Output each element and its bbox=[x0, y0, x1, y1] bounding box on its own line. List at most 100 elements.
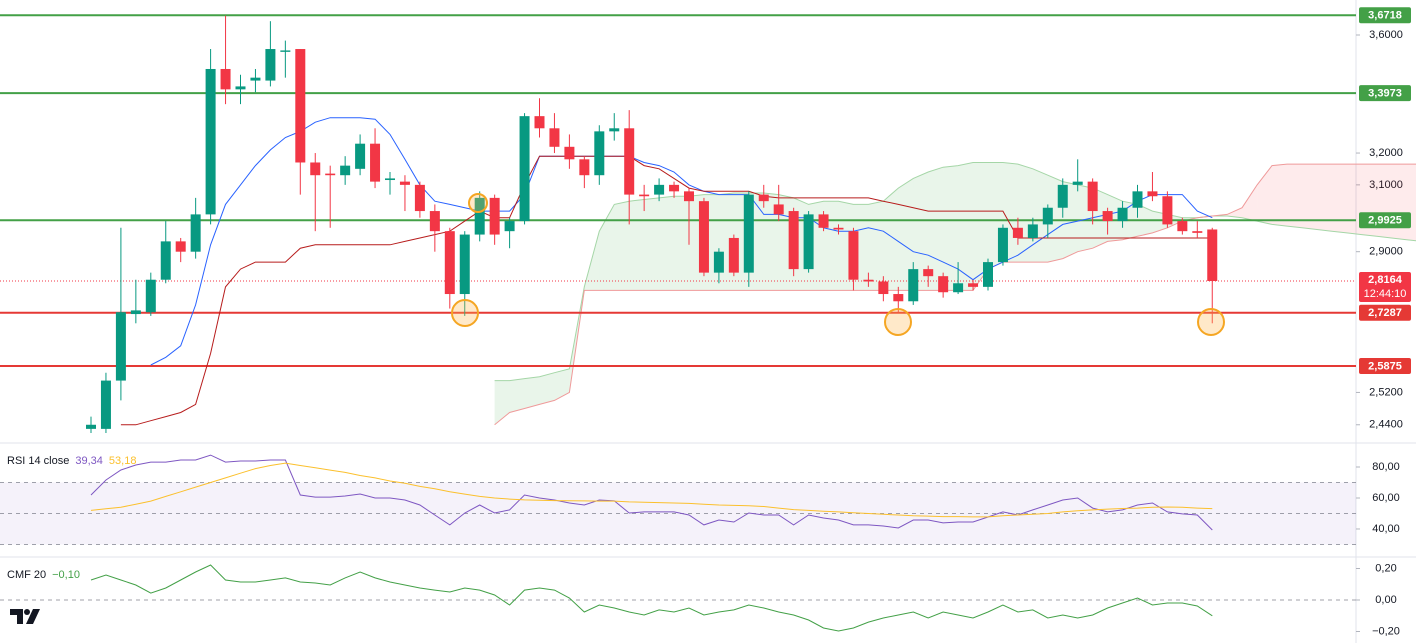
candle-body bbox=[997, 227, 1008, 263]
cloud-segment bbox=[1272, 164, 1287, 227]
logo-part bbox=[24, 609, 30, 615]
candle-body bbox=[803, 214, 814, 270]
candle-body bbox=[773, 204, 784, 215]
annotations bbox=[10, 193, 1225, 624]
candle-body bbox=[444, 231, 455, 295]
candle-body bbox=[713, 251, 724, 273]
indicator-line bbox=[90, 454, 1213, 531]
y-tick-label: 3,6000 bbox=[1369, 29, 1403, 41]
candle-body bbox=[549, 128, 560, 147]
candle-body bbox=[594, 131, 605, 176]
candle-body bbox=[758, 194, 769, 202]
candle-body bbox=[370, 143, 381, 182]
highlight-circle bbox=[884, 308, 912, 336]
level-label-box bbox=[1359, 212, 1411, 229]
candle-body bbox=[654, 184, 665, 195]
cloud-segment bbox=[539, 372, 555, 405]
candle-body bbox=[1117, 207, 1128, 222]
candle-body bbox=[1192, 231, 1203, 233]
cloud-segment bbox=[1406, 164, 1416, 241]
cloud-segment bbox=[599, 204, 615, 291]
y-tick-label: 2,5200 bbox=[1369, 386, 1403, 398]
candle-body bbox=[429, 211, 440, 232]
indicator-line bbox=[150, 117, 1213, 366]
logo bbox=[10, 609, 40, 624]
candle-body bbox=[1042, 207, 1053, 225]
candle-body bbox=[1057, 184, 1068, 208]
cloud-segment bbox=[659, 196, 674, 291]
cloud-segment bbox=[1287, 164, 1302, 228]
cloud-segment bbox=[629, 199, 645, 291]
y-tick-label: 60,00 bbox=[1372, 492, 1400, 504]
panel-value-label: −0,10 bbox=[52, 569, 80, 581]
candle-body bbox=[938, 276, 949, 293]
candle-body bbox=[310, 162, 321, 176]
cloud-segment bbox=[524, 376, 540, 409]
indicator-line bbox=[90, 564, 1213, 632]
candle-body bbox=[295, 49, 306, 163]
y-tick-label: 40,00 bbox=[1372, 523, 1400, 535]
panel-value-label: 39,34 bbox=[75, 455, 103, 467]
candle-body bbox=[86, 424, 96, 429]
y-tick-label: 0,00 bbox=[1375, 594, 1396, 606]
y-tick-label: 0,20 bbox=[1375, 562, 1396, 574]
cloud-segment bbox=[1242, 184, 1258, 222]
y-tick-label: 80,00 bbox=[1372, 461, 1400, 473]
candle-body bbox=[848, 231, 859, 280]
candle-body bbox=[698, 201, 709, 273]
candle-body bbox=[190, 214, 201, 252]
candle-body bbox=[1132, 191, 1143, 208]
candle-body bbox=[893, 294, 904, 302]
candle-body bbox=[489, 197, 500, 235]
indicator-line bbox=[90, 462, 1213, 518]
last-price-label: 2,8164 bbox=[1368, 274, 1403, 286]
candle-body bbox=[355, 143, 366, 169]
cloud-segment bbox=[1017, 164, 1033, 263]
cloud-segment bbox=[1227, 207, 1243, 218]
cloud-segment bbox=[644, 197, 660, 291]
level-label: 3,6718 bbox=[1368, 10, 1402, 22]
level-label-box bbox=[1359, 357, 1411, 374]
highlight-circle bbox=[451, 299, 479, 327]
candle-body bbox=[414, 184, 425, 212]
candle-body bbox=[1102, 211, 1113, 222]
candle-body bbox=[788, 211, 799, 270]
level-label-box bbox=[1359, 304, 1411, 321]
candle-body bbox=[983, 262, 993, 287]
candle-body bbox=[923, 269, 934, 277]
candle-body bbox=[115, 312, 126, 381]
candle-body bbox=[175, 241, 186, 252]
cloud-segment bbox=[883, 188, 899, 291]
candle-body bbox=[160, 241, 171, 280]
indicator-line bbox=[120, 155, 1213, 426]
candle-body bbox=[130, 310, 141, 315]
candle-body bbox=[639, 194, 650, 197]
panel-title: CMF 20 bbox=[7, 569, 46, 581]
candle-body bbox=[1177, 221, 1188, 232]
candle-body bbox=[953, 283, 964, 293]
candle-body bbox=[235, 86, 246, 90]
level-label-box bbox=[1359, 85, 1411, 102]
candle-body bbox=[205, 68, 216, 215]
candle-body bbox=[280, 50, 291, 52]
candle-body bbox=[728, 237, 739, 273]
candle-body bbox=[743, 194, 754, 273]
candle-body bbox=[564, 146, 575, 160]
candle-body bbox=[579, 159, 590, 176]
cloud-segment bbox=[1391, 164, 1407, 240]
cloud-segment bbox=[913, 172, 929, 291]
candle-body bbox=[340, 165, 351, 176]
highlight-circle bbox=[468, 193, 488, 213]
cloud-segment bbox=[868, 201, 884, 291]
logo-part bbox=[10, 609, 23, 624]
cloud-segment bbox=[1331, 164, 1347, 233]
cloud-segment bbox=[554, 368, 570, 401]
candle-body bbox=[684, 191, 694, 202]
y-tick-label: 3,2000 bbox=[1369, 147, 1403, 159]
logo-part bbox=[26, 609, 40, 624]
candle-body bbox=[1207, 229, 1218, 282]
candle-body bbox=[669, 184, 680, 192]
